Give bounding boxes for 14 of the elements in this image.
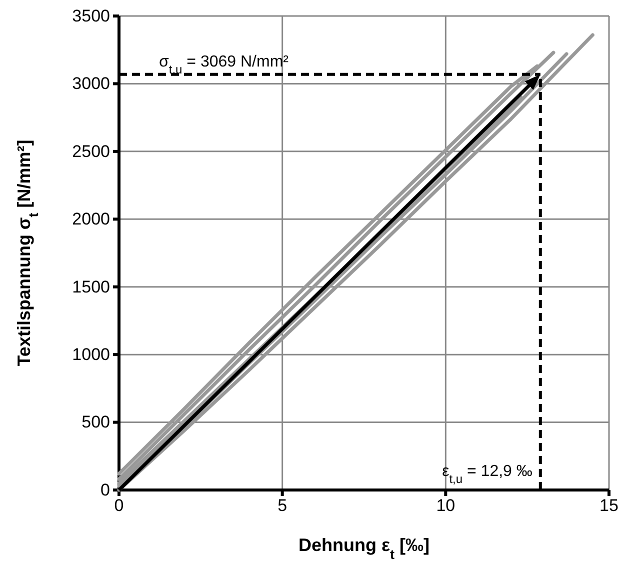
x-tick-label: 10 — [436, 496, 456, 516]
x-axis-title: Dehnung ε$_{t}$ [‰] — [298, 535, 430, 562]
y-tick-label: 2000 — [72, 210, 110, 229]
y-tick-label: 3500 — [72, 6, 110, 26]
y-tick-label: 0 — [100, 480, 110, 500]
y-tick-label: 3000 — [72, 74, 110, 94]
y-tick-label: 1500 — [72, 277, 110, 296]
y-tick-label: 1000 — [72, 345, 110, 364]
y-tick-label: 500 — [82, 412, 110, 432]
annotation: ε$_{t,u}$ = 12,9 ‰ — [442, 463, 532, 486]
x-tick-label: 15 — [600, 496, 618, 516]
x-tick-label: 5 — [278, 496, 288, 516]
y-tick-label: 2500 — [72, 142, 110, 161]
x-tick-label: 0 — [114, 496, 124, 516]
